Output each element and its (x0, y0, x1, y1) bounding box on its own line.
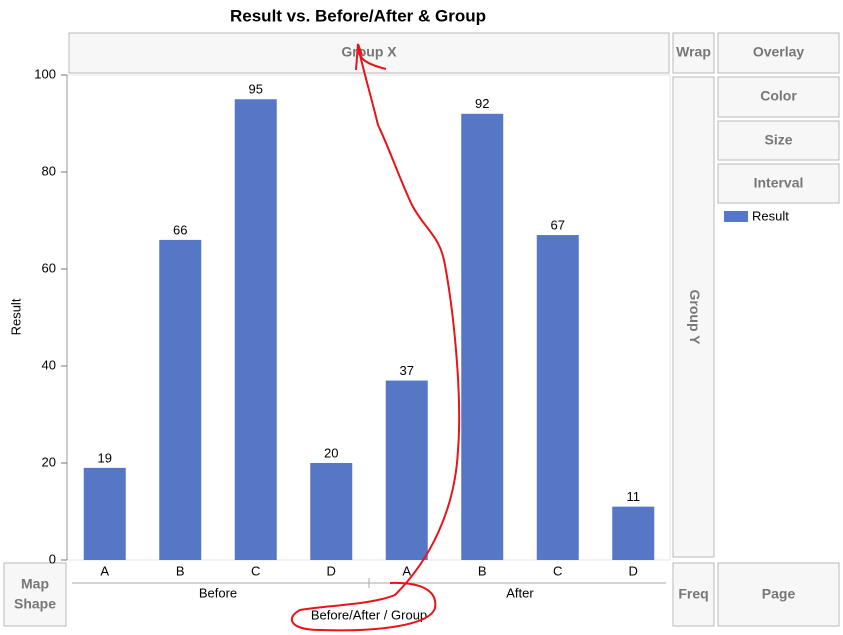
data-label: 20 (324, 445, 338, 460)
group-label: Before (199, 585, 237, 600)
size-zone[interactable]: Size (717, 120, 840, 161)
data-label: 92 (475, 96, 489, 111)
data-label: 11 (627, 489, 641, 504)
color-zone[interactable]: Color (717, 76, 840, 118)
bar (461, 113, 504, 561)
zone-label: Overlay (753, 44, 805, 60)
zone-label: Group Y (687, 290, 703, 346)
legend: Result (724, 208, 789, 223)
zone-label: Group X (341, 44, 397, 60)
bar (159, 239, 202, 560)
zone-label: Shape (14, 596, 56, 612)
plot-frame (66, 74, 671, 561)
zone-label: Page (762, 586, 796, 602)
drop-zone[interactable] (3, 562, 67, 627)
zone-label: Size (764, 132, 792, 148)
drop-zone[interactable] (672, 562, 715, 627)
y-tick-label: 60 (42, 260, 56, 275)
page-zone[interactable]: Page (717, 562, 840, 627)
zone-label: Freq (678, 586, 708, 602)
group-x-zone[interactable]: Group X (68, 32, 670, 74)
drop-zone[interactable] (717, 32, 840, 74)
y-tick-label: 0 (49, 551, 56, 566)
data-label: 19 (98, 450, 112, 465)
group-label: After (506, 585, 534, 600)
data-label: 95 (249, 82, 263, 97)
drop-zone[interactable] (717, 120, 840, 161)
bar (536, 235, 579, 561)
group-y-zone[interactable]: Group Y (672, 76, 715, 558)
x-tick-label: A (402, 563, 411, 578)
zone-label: Wrap (676, 44, 711, 60)
bar (385, 380, 428, 560)
drop-zone[interactable] (672, 76, 715, 558)
y-tick-label: 20 (42, 454, 56, 469)
x-tick-label: D (629, 563, 638, 578)
x-tick-label: C (251, 563, 260, 578)
legend-label: Result (752, 208, 789, 223)
bar (83, 467, 126, 560)
overlay-zone[interactable]: Overlay (717, 32, 840, 74)
y-tick-label: 80 (42, 163, 56, 178)
wrap-zone[interactable]: Wrap (672, 32, 715, 74)
x-tick-label: C (553, 563, 562, 578)
chart-title: Result vs. Before/After & Group (230, 6, 486, 25)
data-label: 66 (173, 222, 187, 237)
y-axis-title[interactable]: Result (8, 298, 23, 335)
data-label: 67 (551, 217, 565, 232)
y-tick-label: 100 (34, 66, 56, 81)
drop-zone[interactable] (717, 163, 840, 204)
map-shape-zone[interactable]: Map Shape (3, 562, 67, 627)
legend-swatch (724, 211, 748, 222)
drop-zone[interactable] (672, 32, 715, 74)
y-tick-label: 40 (42, 357, 56, 372)
annotation-scribble (290, 43, 461, 632)
drop-zone[interactable] (68, 32, 670, 74)
x-tick-label: D (327, 563, 336, 578)
plot: 0 20 40 60 80 100 19 66 95 20 37 92 67 11 A B C D A B C D Befo… (34, 66, 655, 600)
freq-zone[interactable]: Freq (672, 562, 715, 627)
drop-zone[interactable] (717, 76, 840, 118)
drop-zone[interactable] (717, 562, 840, 627)
zone-label: Interval (754, 175, 804, 191)
x-tick-label: A (100, 563, 109, 578)
bar (310, 463, 353, 560)
zone-label: Map (21, 576, 49, 592)
bar (612, 506, 655, 560)
x-axis-title[interactable]: Before/After / Group (311, 607, 427, 622)
data-label: 37 (400, 363, 414, 378)
interval-zone[interactable]: Interval (717, 163, 840, 204)
x-tick-label: B (478, 563, 487, 578)
bar (234, 99, 277, 560)
x-tick-label: B (176, 563, 185, 578)
zone-label: Color (760, 88, 797, 104)
